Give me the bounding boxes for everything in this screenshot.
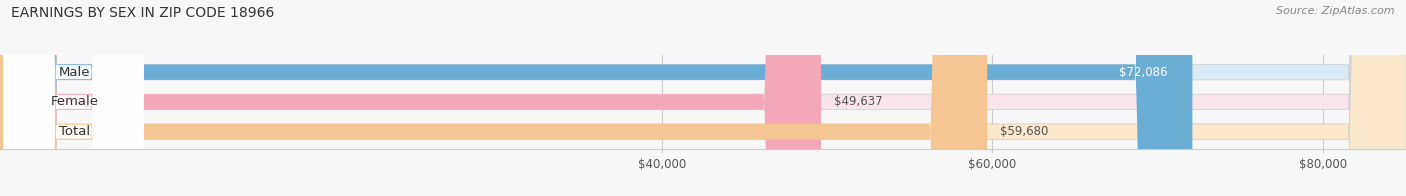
FancyBboxPatch shape [0,0,1192,196]
Text: EARNINGS BY SEX IN ZIP CODE 18966: EARNINGS BY SEX IN ZIP CODE 18966 [11,6,274,20]
FancyBboxPatch shape [3,0,143,196]
FancyBboxPatch shape [3,0,143,196]
Text: Source: ZipAtlas.com: Source: ZipAtlas.com [1277,6,1395,16]
Text: Total: Total [59,125,90,138]
Text: $72,086: $72,086 [1119,66,1167,79]
Text: $49,637: $49,637 [834,95,883,108]
Text: Female: Female [51,95,98,108]
Text: Male: Male [59,66,90,79]
FancyBboxPatch shape [0,0,821,196]
Text: $59,680: $59,680 [1001,125,1049,138]
FancyBboxPatch shape [3,0,143,196]
FancyBboxPatch shape [0,0,987,196]
